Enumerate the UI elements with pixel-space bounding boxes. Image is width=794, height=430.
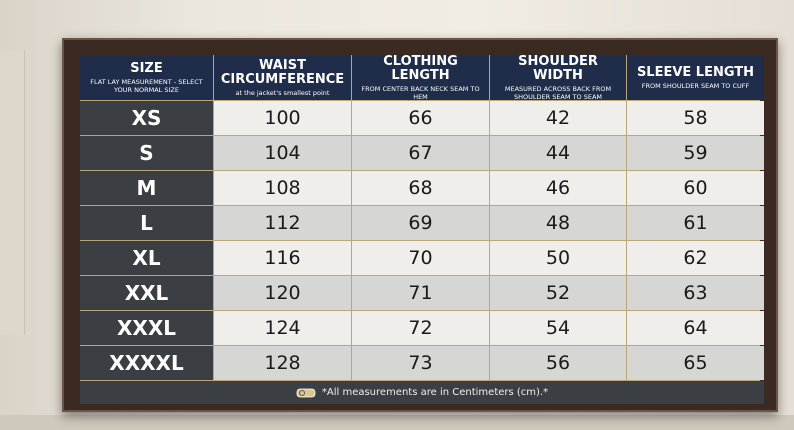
value-cell: 58 — [627, 101, 764, 135]
value-cell: 59 — [627, 136, 764, 170]
value-cell: 48 — [490, 206, 626, 240]
size-cell: S — [80, 136, 213, 170]
header-cell: CLOTHING LENGTH FROM CENTER BACK NECK SEA… — [352, 53, 489, 101]
header-title: SIZE — [130, 60, 163, 76]
value-cell: 44 — [490, 136, 626, 170]
value-cell: 116 — [214, 241, 351, 275]
value-cell: 64 — [627, 311, 764, 345]
value-cell: 104 — [214, 136, 351, 170]
value-cell: 67 — [352, 136, 489, 170]
value-cell: 54 — [490, 311, 626, 345]
value-cell: 72 — [352, 311, 489, 345]
value-cell: 62 — [627, 241, 764, 275]
header-title: SLEEVE LENGTH — [636, 64, 755, 80]
value-cell: 56 — [490, 346, 626, 380]
size-cell: M — [80, 171, 213, 205]
header-cell: SHOULDER WIDTH MEASURED ACROSS BACK FROM … — [490, 53, 626, 101]
value-cell: 65 — [627, 346, 764, 380]
header-subtitle: FROM SHOULDER SEAM TO CUFF — [641, 81, 750, 90]
value-cell: 63 — [627, 276, 764, 310]
value-cell: 112 — [214, 206, 351, 240]
value-cell: 60 — [627, 171, 764, 205]
header-title: WAIST CIRCUMFERENCE — [220, 57, 345, 87]
header-cell: WAIST CIRCUMFERENCE at the jacket's small… — [214, 55, 351, 100]
header-title: SHOULDER WIDTH — [518, 53, 598, 83]
value-cell: 128 — [214, 346, 351, 380]
value-cell: 42 — [490, 101, 626, 135]
header-title: CLOTHING LENGTH — [383, 53, 458, 83]
size-cell: XXXXL — [80, 346, 213, 380]
value-cell: 71 — [352, 276, 489, 310]
header-subtitle: at the jacket's smallest point — [235, 88, 330, 97]
tape-icon — [296, 388, 316, 397]
value-cell: 69 — [352, 206, 489, 240]
pillar — [0, 50, 25, 335]
value-cell: 120 — [214, 276, 351, 310]
header-subtitle: FLAT LAY MEASUREMENT - SELECT YOUR NORMA… — [90, 77, 203, 94]
value-cell: 61 — [627, 206, 764, 240]
value-cell: 100 — [214, 101, 351, 135]
size-table: SIZE FLAT LAY MEASUREMENT - SELECT YOUR N… — [80, 53, 764, 404]
value-cell: 50 — [490, 241, 626, 275]
value-cell: 108 — [214, 171, 351, 205]
value-cell: 73 — [352, 346, 489, 380]
footer: *All measurements are in Centimeters (cm… — [80, 381, 764, 404]
size-cell: XL — [80, 241, 213, 275]
footer-text: *All measurements are in Centimeters (cm… — [321, 387, 549, 398]
header-cell: SIZE FLAT LAY MEASUREMENT - SELECT YOUR N… — [80, 55, 213, 100]
size-cell: L — [80, 206, 213, 240]
header-cell: SLEEVE LENGTH FROM SHOULDER SEAM TO CUFF — [627, 55, 764, 100]
value-cell: 52 — [490, 276, 626, 310]
value-cell: 68 — [352, 171, 489, 205]
value-cell: 70 — [352, 241, 489, 275]
header-subtitle: MEASURED ACROSS BACK FROM SHOULDER SEAM … — [504, 84, 612, 101]
header-subtitle: FROM CENTER BACK NECK SEAM TO HEM — [361, 84, 480, 101]
value-cell: 66 — [352, 101, 489, 135]
size-cell: XXXL — [80, 311, 213, 345]
value-cell: 46 — [490, 171, 626, 205]
value-cell: 124 — [214, 311, 351, 345]
size-cell: XS — [80, 101, 213, 135]
size-cell: XXL — [80, 276, 213, 310]
floor — [0, 415, 794, 430]
